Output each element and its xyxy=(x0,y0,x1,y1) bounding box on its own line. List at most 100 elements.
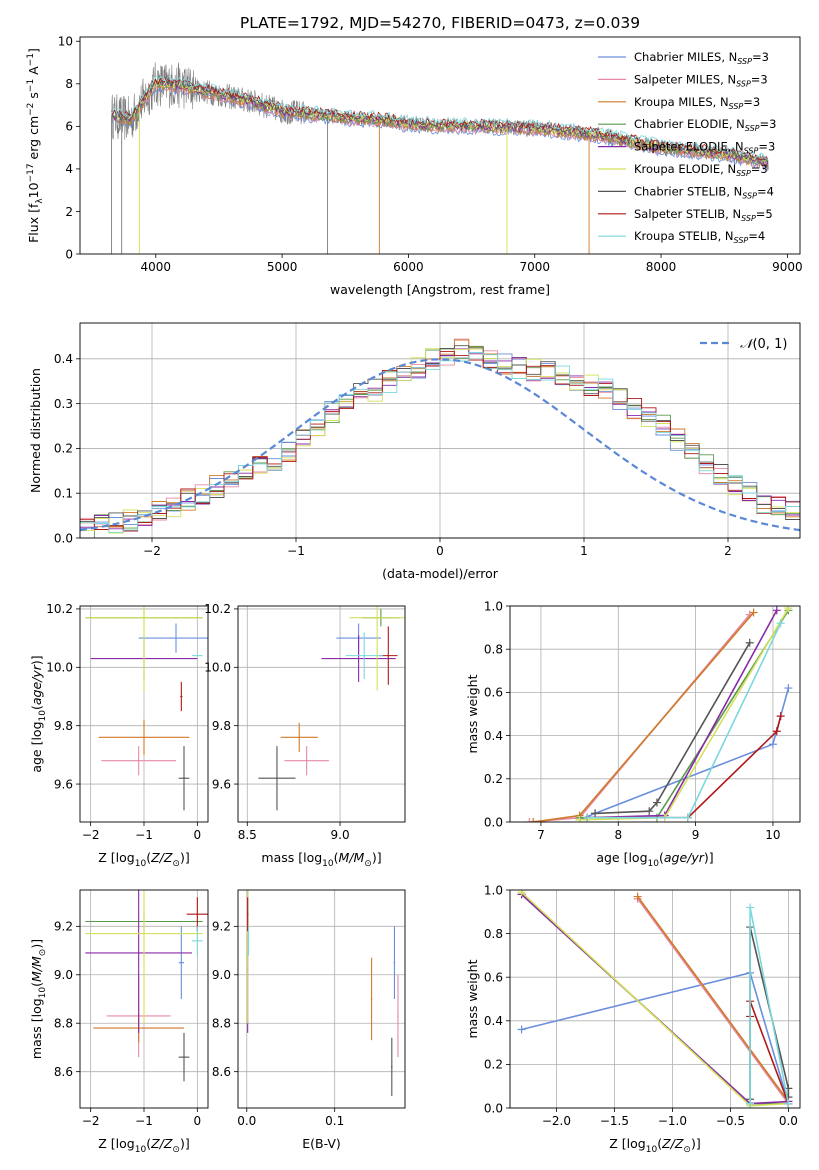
x-axis-label: E(B-V) xyxy=(302,1136,341,1151)
x-tick-label: 0.1 xyxy=(325,1114,344,1128)
data-point xyxy=(391,1066,393,1068)
histogram-bin xyxy=(555,377,569,538)
legend-label: Kroupa MILES, N xyxy=(634,95,729,109)
y-tick-label: 0.6 xyxy=(484,971,503,985)
paren: ( xyxy=(146,1136,151,1151)
y-axis-label: age [log10(age/yr)] xyxy=(29,655,48,772)
x-tick-label: 5000 xyxy=(267,260,298,274)
subscript: 10 xyxy=(648,859,660,869)
histogram-bin xyxy=(354,395,368,538)
x-tick-label: 0.0 xyxy=(237,1114,256,1128)
normal-curve-line xyxy=(80,358,800,532)
x-tick-label: 1 xyxy=(580,544,588,558)
axis-label-text: mass [log xyxy=(261,850,322,865)
axis-label-text: Z [log xyxy=(609,1136,645,1151)
histogram-bin xyxy=(570,381,584,538)
y-tick-label: 10.0 xyxy=(46,661,73,675)
legend-count: =3 xyxy=(760,117,777,131)
subscript: 10 xyxy=(135,1145,147,1155)
subscript: SSP xyxy=(744,147,759,156)
data-point xyxy=(298,736,301,739)
math-var: age/yr xyxy=(29,664,44,705)
spectrum-panel: 4000 5000 6000 7000 8000 9000 0 2 4 6 8 10 wavelengt… xyxy=(26,35,803,297)
subscript: ⊙ xyxy=(172,1145,180,1155)
histogram-bin xyxy=(296,439,310,538)
legend-entry: Salpeter STELIB, NSSP=5 xyxy=(634,207,773,223)
histogram-bin xyxy=(397,377,411,538)
axes-frame xyxy=(237,605,406,823)
x-tick-label: 7 xyxy=(537,828,545,842)
plus-marker xyxy=(784,1099,793,1108)
axis-label-text: Normed distribution xyxy=(28,368,43,493)
residual-histogram-panel: −2 −1 0 1 2 0.0 0.1 0.2 0.3 0.4 (data-model)/error… xyxy=(28,322,801,581)
age-vs-mass-panel: 8.5 9.0 9.6 9.8 10.0 10.2 mass [log10(M/M⊙)] xyxy=(204,602,406,869)
y-tick-label: 9.0 xyxy=(54,968,73,982)
y-axis-label: mass weight xyxy=(465,674,480,753)
y-tick-label: 0.2 xyxy=(484,1058,503,1072)
series-line-kroupa-elodie xyxy=(521,891,789,1107)
x-tick-label: 9.0 xyxy=(331,828,350,842)
histogram-bin xyxy=(627,408,641,538)
plot-area xyxy=(258,606,405,811)
figure-title: PLATE=1792, MJD=54270, FIBERID=0473, z=0… xyxy=(240,14,640,32)
errorbar-salpeter-stelib xyxy=(186,897,208,932)
y-tick-label: 0.4 xyxy=(484,729,503,743)
series-line-chabrier-miles xyxy=(521,971,790,1104)
series-line-salpeter-miles xyxy=(529,614,751,822)
errorbar-kroupa-miles xyxy=(98,719,190,755)
y-tick-label: 2 xyxy=(65,205,73,219)
x-tick-label: −2.0 xyxy=(542,1114,571,1128)
histogram-bin xyxy=(368,390,382,538)
errorbar-chabrier-miles xyxy=(138,623,208,653)
plot-area xyxy=(525,606,793,822)
x-tick-label: −1.5 xyxy=(600,1114,629,1128)
x-axis-label: mass [log10(M/M⊙)] xyxy=(261,850,381,869)
paren: )] xyxy=(29,655,44,665)
plus-marker xyxy=(749,608,758,617)
legend-label: Kroupa ELODIE, N xyxy=(634,162,736,176)
plus-marker xyxy=(633,892,642,901)
plus-marker xyxy=(652,798,661,807)
data-point xyxy=(196,940,199,942)
legend-label: Chabrier ELODIE, N xyxy=(634,117,745,131)
data-point xyxy=(397,1015,399,1017)
axis-label-text: age [log xyxy=(596,850,647,865)
x-tick-label: −1 xyxy=(287,544,305,558)
unit: s xyxy=(26,92,41,103)
axes-frame xyxy=(509,605,801,823)
y-tick-label: 9.2 xyxy=(212,920,231,934)
y-tick-label: 0.6 xyxy=(484,686,503,700)
legend-entry: Chabrier MILES, NSSP=3 xyxy=(634,50,769,66)
data-point xyxy=(387,654,390,657)
legend-entry: Chabrier ELODIE, NSSP=3 xyxy=(634,117,776,133)
subscript: SSP xyxy=(736,169,751,178)
histogram-bin xyxy=(382,381,396,538)
y-tick-label: 1.0 xyxy=(484,599,503,613)
plus-marker xyxy=(529,818,538,822)
histogram-bin xyxy=(613,399,627,538)
data-point xyxy=(357,657,360,660)
y-axis-label: mass [log10(M/M⊙)] xyxy=(29,939,48,1059)
histogram-bin xyxy=(699,464,713,538)
paren: ( xyxy=(659,850,664,865)
series-line-chabrier-elodie xyxy=(579,609,790,819)
histogram-kroupa-stelib xyxy=(80,352,800,533)
y-tick-label: 0 xyxy=(65,247,73,261)
legend-label: Kroupa STELIB, N xyxy=(634,229,734,243)
errorbar-kroupa-miles xyxy=(370,957,373,1041)
paren: ( xyxy=(29,705,44,710)
subscript: SSP xyxy=(742,191,757,200)
superscript: −17 xyxy=(26,163,36,182)
histogram-bin xyxy=(253,466,267,538)
y-tick-label: 0.8 xyxy=(484,927,503,941)
y-tick-label: 6 xyxy=(65,120,73,134)
errorbar-kroupa-elodie xyxy=(85,606,203,691)
series-line-salpeter-elodie xyxy=(587,609,778,819)
data-point xyxy=(137,759,140,762)
errorbar-kroupa-stelib xyxy=(247,926,250,956)
grid xyxy=(238,890,405,1108)
x-tick-label: −2 xyxy=(82,1114,100,1128)
